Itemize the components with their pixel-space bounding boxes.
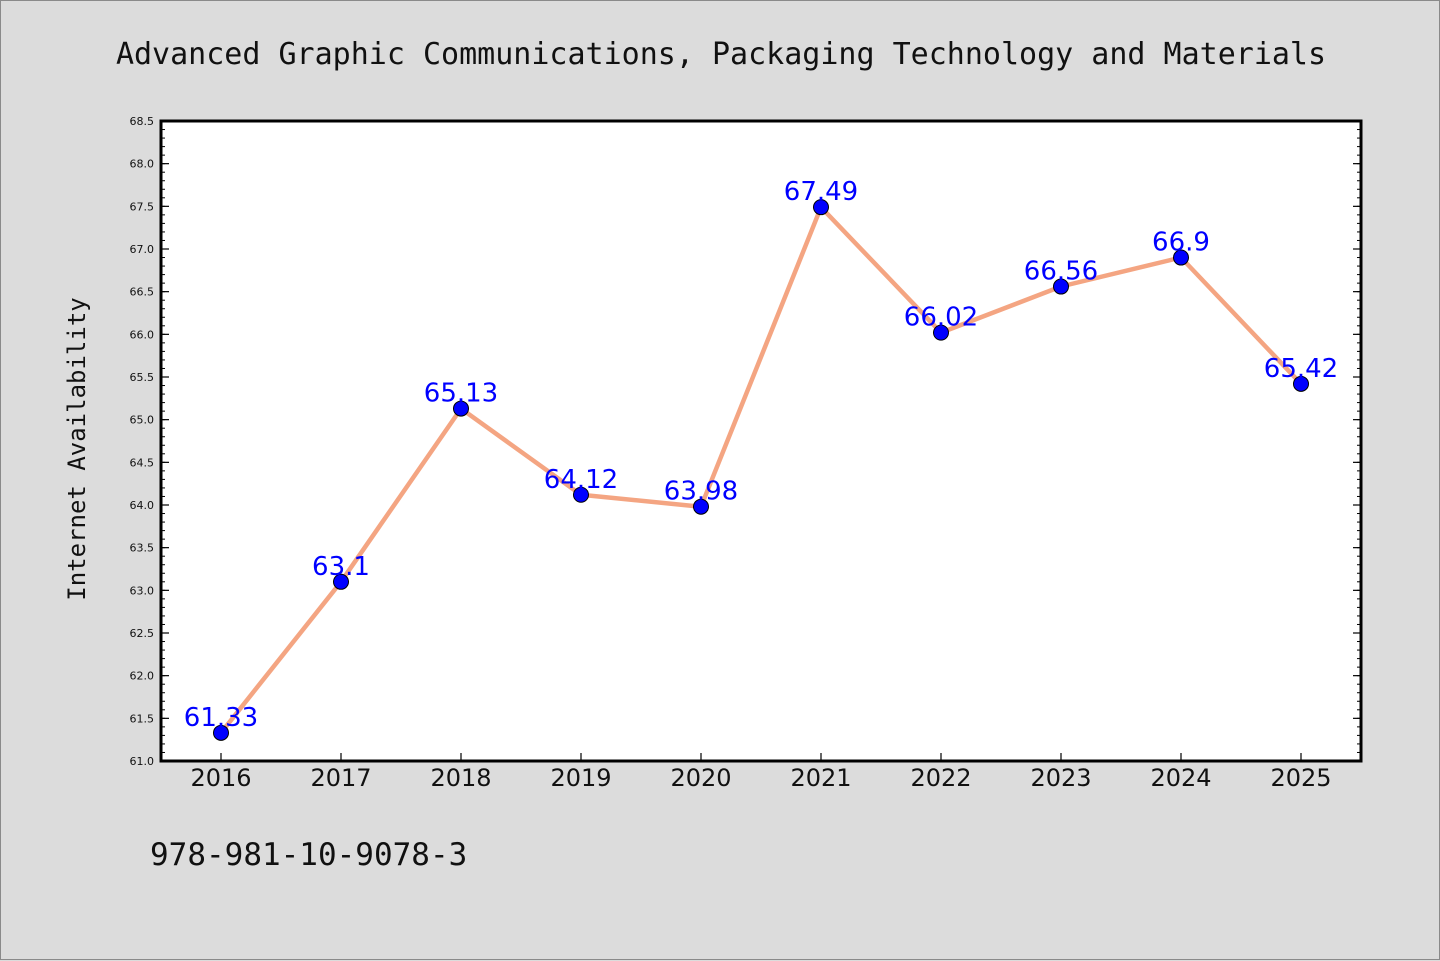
y-tick-label: 65.5	[130, 371, 155, 384]
series-line	[218, 204, 1304, 736]
data-label: 63.98	[664, 477, 738, 507]
y-tick-label: 61.0	[130, 755, 155, 768]
y-tick-label: 63.5	[130, 542, 155, 555]
data-point	[453, 400, 469, 417]
data-label: 66.02	[904, 303, 978, 333]
y-tick-label: 64.5	[130, 456, 155, 469]
x-tick-label: 2018	[430, 764, 491, 792]
y-tick-label: 68.0	[130, 158, 155, 171]
data-label: 66.9	[1152, 228, 1210, 258]
plot-frame	[159, 119, 1363, 763]
x-axis-ticks: 2016 2017 2018 2019 2020 2021 2022 2023 2024 2025	[190, 753, 1332, 792]
data-label: 66.56	[1024, 257, 1098, 287]
y-tick-label: 66.0	[130, 328, 155, 341]
data-label: 65.42	[1264, 354, 1338, 384]
data-point	[333, 573, 349, 590]
x-tick-label: 2025	[1270, 764, 1331, 792]
y-tick-label: 66.5	[130, 286, 155, 299]
data-point	[693, 498, 709, 515]
x-tick-label: 2021	[790, 764, 851, 792]
y-tick-label: 65.0	[130, 414, 155, 427]
data-label: 61.33	[184, 703, 258, 733]
x-tick-label: 2022	[910, 764, 971, 792]
y-tick-label: 62.5	[130, 627, 155, 640]
data-point	[1293, 375, 1309, 392]
data-point	[933, 324, 949, 341]
data-point	[1053, 278, 1069, 295]
data-label: 64.12	[544, 465, 618, 495]
y-tick-label: 67.5	[130, 200, 155, 213]
series-markers	[213, 199, 1309, 741]
data-labels: 61.33 63.1 65.13 64.12 63.98 67.49 66.02 66.56 6…	[184, 177, 1338, 733]
data-label: 63.1	[312, 552, 370, 582]
y-tick-label: 61.5	[130, 712, 155, 725]
y-tick-label: 63.0	[130, 584, 155, 597]
y-tick-label: 67.0	[130, 243, 155, 256]
data-point	[213, 724, 229, 741]
y-axis-label: Internet Availability	[63, 297, 91, 600]
data-label: 65.13	[424, 379, 498, 409]
y-tick-label: 64.0	[130, 499, 155, 512]
data-label: 67.49	[784, 177, 858, 207]
x-tick-label: 2024	[1150, 764, 1211, 792]
isbn-footnote: 978-981-10-9078-3	[150, 837, 467, 873]
x-tick-label: 2019	[550, 764, 611, 792]
x-tick-label: 2016	[190, 764, 251, 792]
y-tick-label: 68.5	[130, 115, 155, 128]
plot-area	[161, 121, 1361, 761]
x-tick-label: 2023	[1030, 764, 1091, 792]
x-tick-label: 2020	[670, 764, 731, 792]
x-tick-label: 2017	[310, 764, 371, 792]
data-point	[573, 486, 589, 503]
y-tick-label: 62.0	[130, 670, 155, 683]
data-point	[1173, 249, 1189, 266]
chart-title: Advanced Graphic Communications, Packagi…	[116, 37, 1326, 72]
data-point	[813, 199, 829, 216]
